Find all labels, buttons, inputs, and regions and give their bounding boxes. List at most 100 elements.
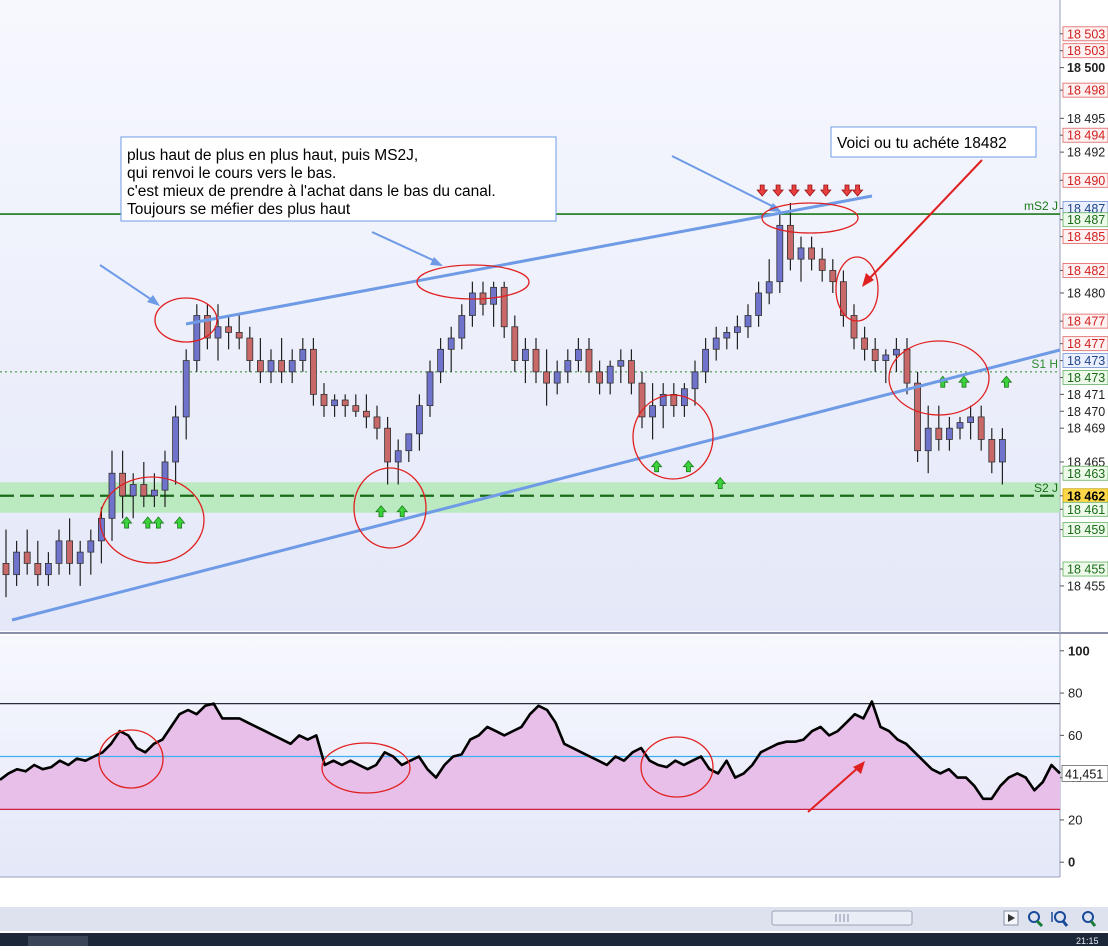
candle[interactable]	[659, 383, 667, 429]
candle[interactable]	[935, 405, 943, 451]
candle[interactable]	[691, 360, 699, 406]
candle[interactable]	[564, 349, 572, 384]
candle[interactable]	[500, 281, 508, 339]
candle[interactable]	[606, 360, 614, 395]
candle[interactable]	[373, 405, 381, 440]
candle[interactable]	[797, 236, 805, 282]
candle[interactable]	[617, 349, 625, 384]
candle[interactable]	[55, 529, 63, 575]
candle[interactable]	[829, 259, 837, 293]
candle[interactable]	[585, 338, 593, 384]
candle[interactable]	[999, 428, 1006, 485]
highlight-circle	[640, 736, 714, 798]
candle[interactable]	[415, 394, 423, 451]
zoom-in-icon[interactable]	[1028, 911, 1044, 928]
candle[interactable]	[331, 394, 339, 417]
candle[interactable]	[225, 315, 233, 350]
candle[interactable]	[893, 338, 900, 372]
candle[interactable]	[988, 428, 996, 474]
candle[interactable]	[2, 529, 10, 598]
candle[interactable]	[977, 405, 985, 451]
candle[interactable]	[182, 349, 190, 440]
scroll-thumb[interactable]	[771, 910, 913, 926]
candle[interactable]	[384, 416, 392, 485]
candle[interactable]	[129, 473, 137, 519]
candle[interactable]	[787, 202, 794, 271]
candle[interactable]	[458, 304, 466, 350]
candle[interactable]	[437, 338, 445, 384]
candle[interactable]	[362, 394, 370, 429]
candle[interactable]	[967, 405, 974, 440]
lower-trend-line[interactable]	[11, 348, 1061, 622]
candle[interactable]	[309, 338, 317, 406]
note-box[interactable]: plus haut de plus en plus haut, puis MS2…	[120, 136, 557, 222]
candle[interactable]	[193, 304, 201, 372]
candle[interactable]	[649, 383, 656, 440]
candle[interactable]	[267, 349, 275, 384]
taskbar-app-button[interactable]	[28, 936, 88, 946]
candle[interactable]	[235, 315, 243, 350]
scroll-track[interactable]	[0, 907, 1108, 931]
candle[interactable]	[723, 326, 731, 350]
candle[interactable]	[140, 461, 148, 508]
candle[interactable]	[468, 281, 476, 327]
candle[interactable]	[776, 214, 784, 293]
candle[interactable]	[882, 349, 890, 384]
candle[interactable]	[13, 540, 21, 586]
candle[interactable]	[765, 259, 773, 305]
sell-signal-arrow	[804, 184, 816, 197]
candle[interactable]	[352, 394, 360, 417]
candle[interactable]	[924, 405, 932, 474]
candle[interactable]	[288, 349, 296, 384]
candle[interactable]	[628, 349, 635, 395]
candle[interactable]	[447, 326, 455, 372]
candle[interactable]	[490, 281, 498, 327]
buy-note-box[interactable]: Voici ou tu achéte 18482	[830, 126, 1037, 158]
candle[interactable]	[543, 349, 550, 406]
candle[interactable]	[405, 433, 413, 462]
candle[interactable]	[712, 326, 720, 361]
candle[interactable]	[150, 473, 158, 508]
candle[interactable]	[341, 394, 349, 417]
candle[interactable]	[638, 371, 646, 429]
zoom-out-icon[interactable]	[1082, 911, 1097, 927]
candle[interactable]	[426, 360, 434, 417]
candle[interactable]	[871, 338, 879, 372]
candle[interactable]	[553, 360, 561, 395]
candle[interactable]	[66, 518, 73, 575]
candle[interactable]	[214, 304, 222, 361]
candle[interactable]	[946, 416, 953, 451]
candle[interactable]	[246, 326, 254, 372]
candle[interactable]	[522, 338, 529, 384]
upper-trend-line[interactable]	[185, 194, 873, 326]
candle[interactable]	[840, 270, 847, 327]
scroll-bar[interactable]	[0, 876, 1108, 931]
candle[interactable]	[76, 540, 84, 586]
candle[interactable]	[278, 338, 286, 384]
zoom-fit-icon[interactable]	[1051, 911, 1069, 927]
candle[interactable]	[702, 338, 709, 384]
candle[interactable]	[299, 338, 307, 372]
candle[interactable]	[45, 552, 52, 586]
candle[interactable]	[808, 236, 815, 271]
candle[interactable]	[87, 529, 95, 575]
candle[interactable]	[596, 360, 603, 395]
candle[interactable]	[320, 383, 328, 417]
candle[interactable]	[256, 338, 264, 384]
candle[interactable]	[734, 315, 741, 350]
candle[interactable]	[532, 338, 540, 384]
candle[interactable]	[34, 540, 42, 586]
candle[interactable]	[850, 304, 858, 350]
candle[interactable]	[394, 439, 402, 485]
candle[interactable]	[23, 529, 31, 575]
candle[interactable]	[744, 304, 752, 339]
candle[interactable]	[172, 405, 180, 485]
candle[interactable]	[203, 304, 211, 350]
candle[interactable]	[755, 281, 762, 327]
candle[interactable]	[956, 416, 964, 440]
candle[interactable]	[861, 326, 868, 361]
candle[interactable]	[511, 315, 519, 372]
candle[interactable]	[575, 338, 582, 372]
candle[interactable]	[818, 247, 826, 282]
oscillator-line[interactable]	[0, 700, 1061, 801]
